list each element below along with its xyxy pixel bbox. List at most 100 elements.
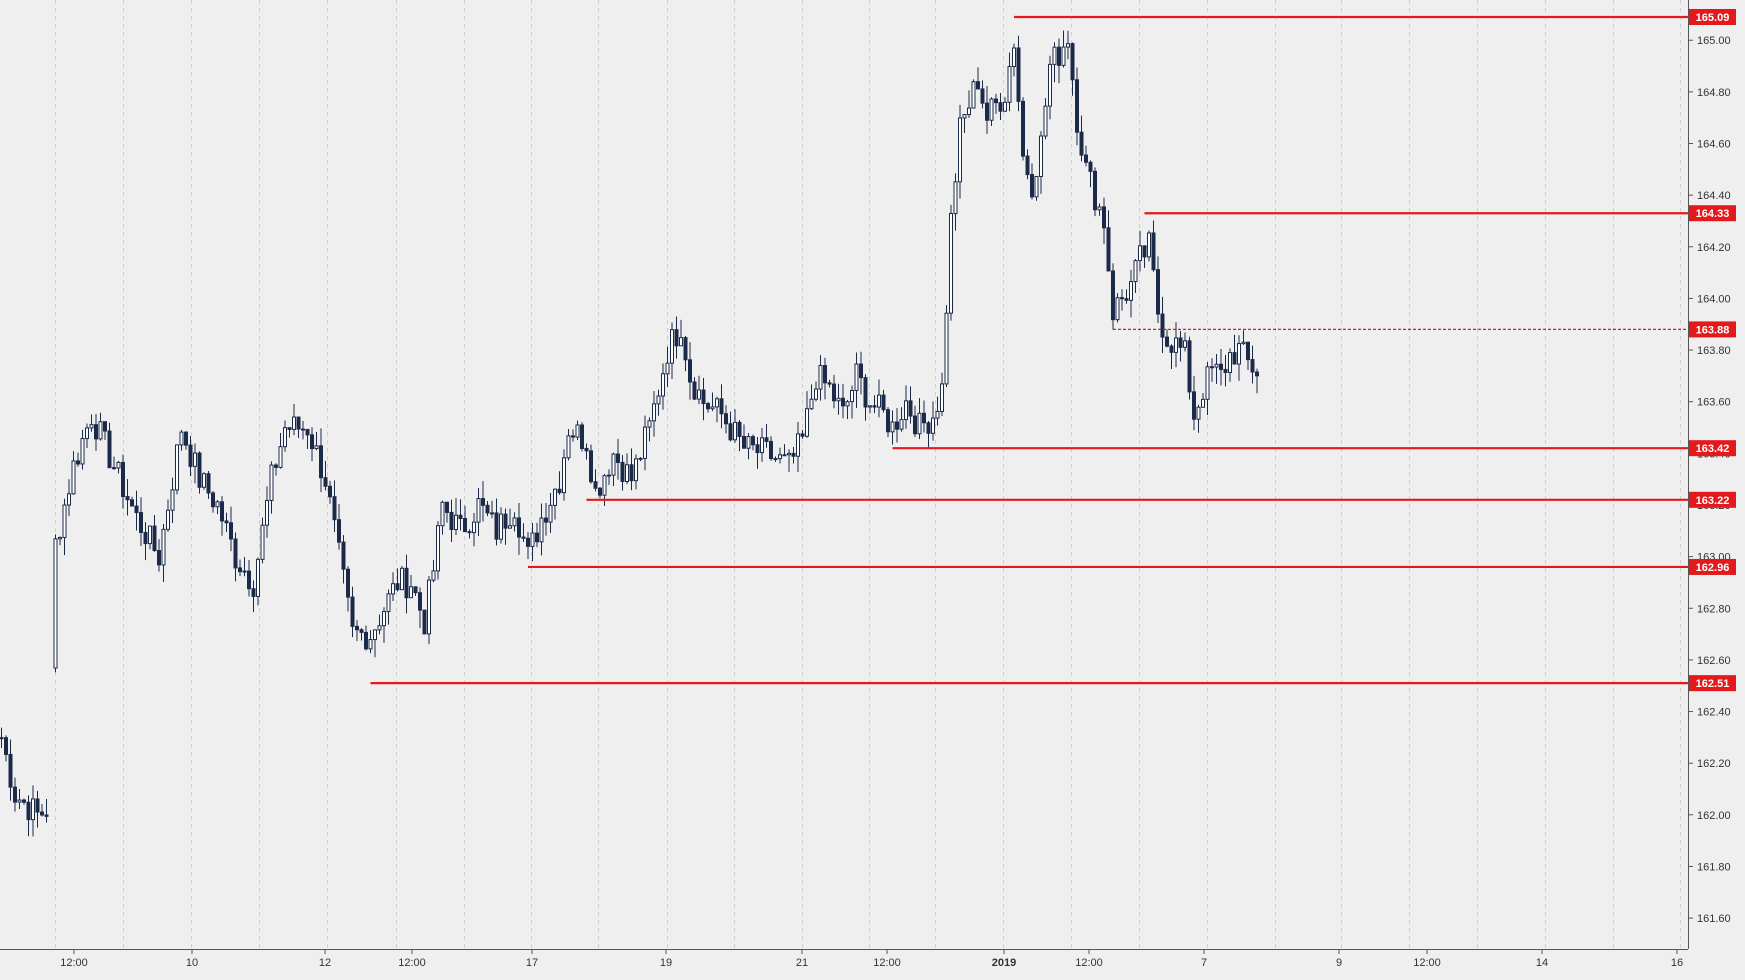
candle [1057, 38, 1061, 84]
candle [202, 472, 206, 490]
candle-body [953, 181, 958, 215]
candle-body [431, 570, 436, 581]
candle-body [440, 501, 445, 527]
candle-body [1142, 245, 1147, 258]
candle [116, 460, 121, 474]
candle [247, 559, 251, 597]
candle-body [319, 445, 323, 479]
candle [508, 508, 512, 529]
x-tick-label: 21 [796, 957, 808, 969]
candle-body [512, 517, 517, 527]
candle-body [985, 102, 989, 121]
candle-body [323, 477, 328, 487]
candle-body [1003, 101, 1007, 112]
candle-body [850, 390, 854, 403]
candle [233, 532, 238, 582]
candle-body [881, 394, 886, 411]
candle-body [1241, 341, 1246, 345]
candle [1138, 230, 1142, 272]
candle [1255, 368, 1259, 394]
candle-body [193, 452, 197, 467]
candle [332, 480, 337, 533]
candle [620, 455, 625, 491]
price-level-label: 164.33 [1696, 208, 1730, 220]
candle-body [85, 427, 89, 440]
candle-body [580, 424, 584, 449]
candle-body [1201, 398, 1205, 408]
candle [917, 398, 922, 440]
candle-body [1088, 161, 1093, 172]
candle [328, 480, 332, 504]
price-level-label: 163.42 [1696, 443, 1730, 455]
candle [1160, 296, 1165, 353]
candle [845, 399, 850, 420]
candle [823, 357, 827, 400]
candle [1196, 404, 1201, 433]
candle-body [17, 799, 22, 803]
y-tick-label: 162.60 [1697, 655, 1731, 667]
candle [80, 429, 85, 470]
candle-body [278, 446, 283, 468]
candle [755, 436, 760, 469]
candle-body [962, 114, 967, 119]
candle-body [202, 473, 206, 488]
candle [413, 586, 418, 596]
candle [130, 496, 134, 507]
candle-body [958, 117, 962, 183]
candle-body [575, 424, 580, 438]
candle [157, 539, 161, 572]
candle-body [926, 422, 931, 434]
candle [152, 514, 157, 552]
candle [373, 629, 377, 658]
candle [1070, 42, 1075, 96]
candle [890, 410, 895, 445]
candle [368, 630, 373, 654]
candle-body [890, 421, 895, 433]
candle-body [1057, 46, 1061, 66]
candle [962, 114, 967, 134]
candle-body [872, 405, 877, 408]
candle-body [58, 536, 62, 540]
candle [994, 93, 998, 114]
candle-body [724, 413, 728, 425]
candle-body [413, 586, 418, 594]
candle-body [1093, 170, 1097, 211]
y-tick-label: 164.00 [1697, 293, 1731, 305]
candle [1048, 55, 1052, 120]
candle-body [80, 438, 85, 465]
candle-body [620, 461, 625, 482]
candle-body [197, 452, 202, 488]
candle [89, 414, 94, 432]
candle [215, 499, 220, 515]
candle [742, 424, 746, 449]
candle [386, 589, 391, 625]
candle-body [256, 558, 260, 597]
candle [728, 411, 733, 442]
candle-body [809, 398, 814, 410]
candle-body [463, 518, 467, 533]
candle-body [535, 532, 539, 543]
candle [1030, 163, 1034, 200]
candle [1043, 98, 1048, 140]
price-levels [370, 15, 1688, 685]
candle [904, 385, 908, 429]
candle [71, 451, 76, 495]
candle [1142, 245, 1147, 268]
candle [868, 405, 872, 414]
candle [679, 319, 683, 347]
candle [8, 739, 13, 801]
candle [629, 448, 634, 491]
candle [634, 454, 638, 490]
candle-body [76, 460, 80, 465]
candle-body [130, 499, 134, 507]
candle [980, 80, 985, 109]
candle-body [427, 579, 431, 635]
candle-body [377, 625, 382, 631]
candle-body [31, 798, 35, 821]
price-level-label: 163.88 [1696, 324, 1730, 336]
candle-body [499, 513, 503, 540]
price-level-label-bg [1689, 205, 1736, 222]
y-tick-label: 162.00 [1697, 810, 1731, 822]
candle-body [998, 102, 1003, 112]
candle [395, 568, 400, 592]
